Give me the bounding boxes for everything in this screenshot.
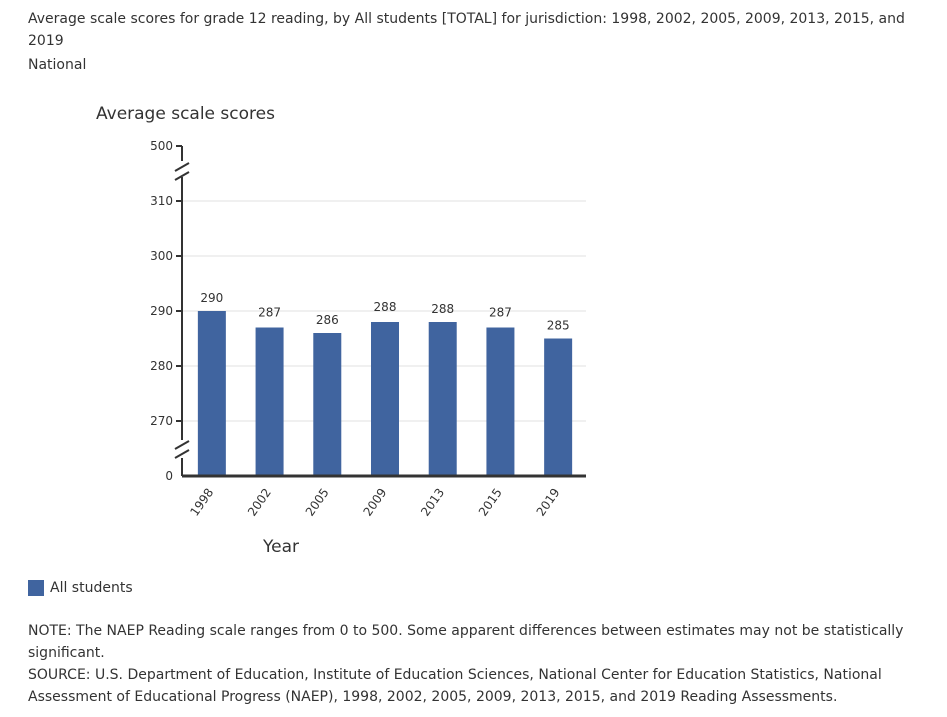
y-tick-label: 280 xyxy=(150,359,173,373)
x-tick-label: 2005 xyxy=(303,486,332,519)
axis-break-mark xyxy=(174,440,190,450)
bar xyxy=(486,327,515,476)
y-tick-label: 500 xyxy=(150,139,173,153)
bar xyxy=(255,327,284,476)
y-tick-label: 300 xyxy=(150,249,173,263)
chart-title: Average scale scores xyxy=(96,104,275,124)
x-tick-label: 2015 xyxy=(476,486,505,519)
data-label: 290 xyxy=(200,291,223,305)
axis-break-mark xyxy=(174,449,190,459)
chart-caption: Average scale scores for grade 12 readin… xyxy=(28,11,905,49)
bar xyxy=(428,322,457,476)
x-axis-title: Year xyxy=(262,537,299,557)
legend-label: All students xyxy=(50,580,133,596)
legend-swatch xyxy=(28,580,44,596)
x-tick-label: 2002 xyxy=(245,486,274,519)
axis-break-mark xyxy=(174,162,190,172)
chart-legend: All students xyxy=(28,580,133,596)
bar xyxy=(371,322,399,476)
data-label: 286 xyxy=(316,313,339,327)
source-text: SOURCE: U.S. Department of Education, In… xyxy=(28,667,882,705)
y-tick-label: 270 xyxy=(150,414,173,428)
data-label: 287 xyxy=(489,306,512,320)
x-tick-label: 1998 xyxy=(187,486,216,519)
bar xyxy=(544,338,573,476)
chart-notes: NOTE: The NAEP Reading scale ranges from… xyxy=(28,620,928,708)
note-text: NOTE: The NAEP Reading scale ranges from… xyxy=(28,623,904,661)
bar xyxy=(313,333,342,476)
x-tick-label: 2013 xyxy=(418,486,447,519)
data-label: 285 xyxy=(547,319,570,333)
y-tick-label: 310 xyxy=(150,194,173,208)
jurisdiction-label: National xyxy=(28,57,87,73)
x-tick-label: 2009 xyxy=(360,486,389,519)
data-label: 287 xyxy=(258,306,281,320)
y-tick-label: 0 xyxy=(165,469,173,483)
data-label: 288 xyxy=(431,302,454,316)
bar xyxy=(197,311,226,476)
bars: 290 287 286 288 288 287 285 xyxy=(197,291,573,476)
x-tick-label: 2019 xyxy=(534,486,563,519)
axis-break-mark xyxy=(174,171,190,181)
y-tick-label: 290 xyxy=(150,304,173,318)
data-label: 288 xyxy=(374,300,397,314)
